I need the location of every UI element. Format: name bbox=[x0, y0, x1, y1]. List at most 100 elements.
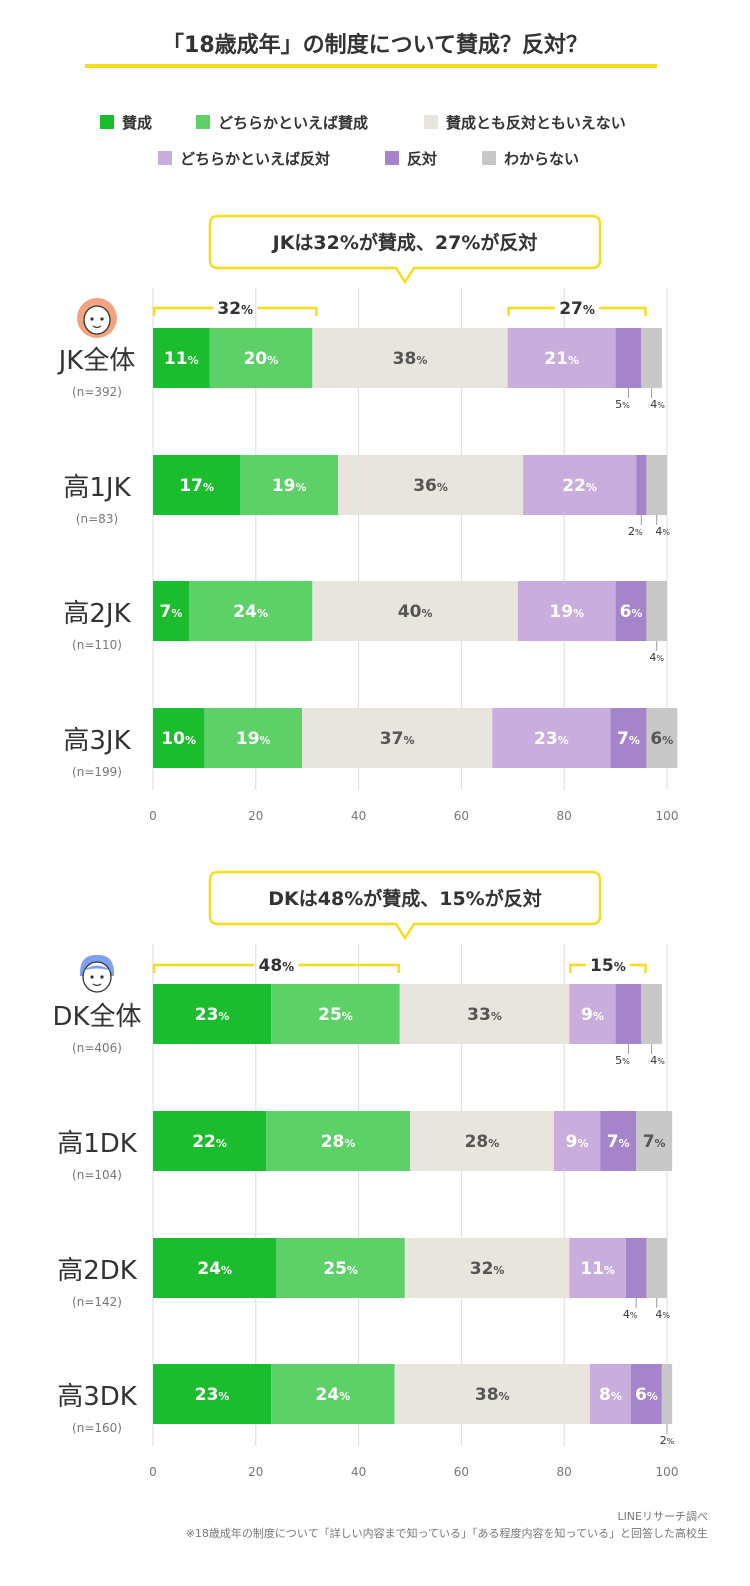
segment-value-label: 28% bbox=[321, 1132, 356, 1152]
bar-segment bbox=[610, 708, 647, 768]
segment-value-label: 6% bbox=[620, 602, 643, 622]
bar-segment bbox=[404, 1238, 570, 1298]
x-tick-label: 20 bbox=[248, 1465, 263, 1479]
legend-swatch bbox=[385, 151, 399, 165]
segment-value-label: 7% bbox=[607, 1132, 630, 1152]
bar-segment bbox=[312, 581, 518, 641]
segment-value-label: 17% bbox=[179, 476, 214, 496]
segment-value-label: 20% bbox=[244, 349, 279, 369]
segment-unit: % bbox=[267, 354, 278, 367]
segment-value-label: 10% bbox=[161, 729, 196, 749]
segment-value-label: 25% bbox=[318, 1005, 353, 1025]
bar-segment bbox=[589, 1364, 632, 1424]
segment-value-label: 21% bbox=[544, 349, 579, 369]
bracket-label: 32% bbox=[217, 299, 253, 319]
bracket-unit: % bbox=[282, 960, 294, 974]
segment-value-label: 19% bbox=[236, 729, 271, 749]
bar-segment bbox=[276, 1238, 405, 1298]
bar-row: 高2DK (n=142) 24% 25% 32% 11% 4% 4% bbox=[57, 1238, 670, 1321]
bar-segment bbox=[636, 1111, 673, 1171]
segment-unit: % bbox=[662, 1311, 670, 1320]
mouth bbox=[92, 983, 102, 987]
bar-segment bbox=[507, 328, 616, 388]
segment-unit: % bbox=[493, 1264, 504, 1277]
bar-segment bbox=[153, 1364, 272, 1424]
row-label: 高2JK bbox=[63, 599, 131, 629]
segment-unit: % bbox=[667, 1437, 675, 1446]
bar-segment bbox=[153, 984, 272, 1044]
row-n-label: (n=199) bbox=[72, 765, 122, 779]
row-n-label: (n=392) bbox=[72, 385, 122, 399]
segment-value-label: 23% bbox=[534, 729, 569, 749]
segment-value-label: 24% bbox=[197, 1259, 232, 1279]
legend-label: 賛成とも反対ともいえない bbox=[446, 114, 626, 132]
segment-unit: % bbox=[656, 654, 664, 663]
eye bbox=[100, 317, 104, 321]
segment-unit: % bbox=[662, 528, 670, 537]
face bbox=[82, 961, 112, 993]
title-underline bbox=[85, 64, 657, 68]
segment-value-label: 9% bbox=[581, 1005, 604, 1025]
segment-value-label: 4% bbox=[649, 651, 664, 664]
segment-unit: % bbox=[573, 607, 584, 620]
segment-unit: % bbox=[657, 1057, 665, 1066]
bar-segment bbox=[266, 1111, 410, 1171]
segment-value-label: 2% bbox=[660, 1434, 675, 1447]
bar-segment bbox=[646, 708, 678, 768]
segment-value-label: 24% bbox=[316, 1385, 351, 1405]
bar-segment bbox=[204, 708, 303, 768]
bracket-label: 27% bbox=[559, 299, 595, 319]
segment-unit: % bbox=[657, 401, 665, 410]
bar-segment bbox=[153, 1238, 277, 1298]
row-n-label: (n=142) bbox=[72, 1295, 122, 1309]
segment-unit: % bbox=[339, 1390, 350, 1403]
bar-row: 高1DK (n=104) 22% 28% 28% 9% 7% 7% bbox=[57, 1111, 673, 1182]
eye bbox=[90, 975, 94, 979]
bar-segment bbox=[600, 1111, 637, 1171]
legend-label: どちらかといえば反対 bbox=[180, 150, 330, 168]
segment-unit: % bbox=[203, 481, 214, 494]
bar-segment bbox=[153, 455, 241, 515]
row-label: DK全体 bbox=[52, 1002, 141, 1032]
segment-value-label: 9% bbox=[566, 1132, 589, 1152]
row-n-label: (n=110) bbox=[72, 638, 122, 652]
callout-text: DKは48%が賛成、15%が反対 bbox=[268, 887, 541, 910]
segment-unit: % bbox=[171, 607, 182, 620]
segment-unit: % bbox=[655, 1137, 666, 1150]
bar-segment bbox=[410, 1111, 554, 1171]
bracket-line-right bbox=[298, 963, 400, 973]
row-n-label: (n=83) bbox=[76, 512, 118, 526]
segment-value-label: 4% bbox=[623, 1308, 638, 1321]
bar-segment bbox=[646, 455, 667, 515]
segment-unit: % bbox=[647, 1390, 658, 1403]
bracket-line-left bbox=[507, 306, 556, 316]
segment-unit: % bbox=[421, 607, 432, 620]
row-n-label: (n=406) bbox=[72, 1041, 122, 1055]
segment-value-label: 33% bbox=[467, 1005, 502, 1025]
legend-label: 反対 bbox=[407, 150, 437, 168]
segment-value-label: 4% bbox=[650, 1054, 665, 1067]
row-n-label: (n=104) bbox=[72, 1168, 122, 1182]
bar-segment bbox=[631, 1364, 662, 1424]
bracket-line-right bbox=[257, 306, 318, 316]
segment-unit: % bbox=[257, 607, 268, 620]
row-label: JK全体 bbox=[57, 346, 136, 376]
segment-value-label: 8% bbox=[599, 1385, 622, 1405]
source-line-1: LINEリサーチ調べ bbox=[617, 1509, 708, 1523]
segment-value-label: 11% bbox=[164, 349, 199, 369]
bar-segment bbox=[302, 708, 493, 768]
bar-segment bbox=[646, 581, 667, 641]
segment-unit: % bbox=[611, 1390, 622, 1403]
bar-segment bbox=[153, 708, 205, 768]
segment-value-label: 25% bbox=[323, 1259, 358, 1279]
bracket: 32% bbox=[152, 299, 318, 319]
segment-unit: % bbox=[593, 1010, 604, 1023]
segment-value-label: 38% bbox=[393, 349, 428, 369]
segment-value-label: 37% bbox=[380, 729, 415, 749]
row-label: 高1JK bbox=[63, 473, 131, 503]
segment-value-label: 36% bbox=[413, 476, 448, 496]
legend-swatch bbox=[424, 115, 438, 129]
eye bbox=[90, 317, 94, 321]
segment-value-label: 32% bbox=[470, 1259, 505, 1279]
segment-value-label: 5% bbox=[615, 398, 630, 411]
